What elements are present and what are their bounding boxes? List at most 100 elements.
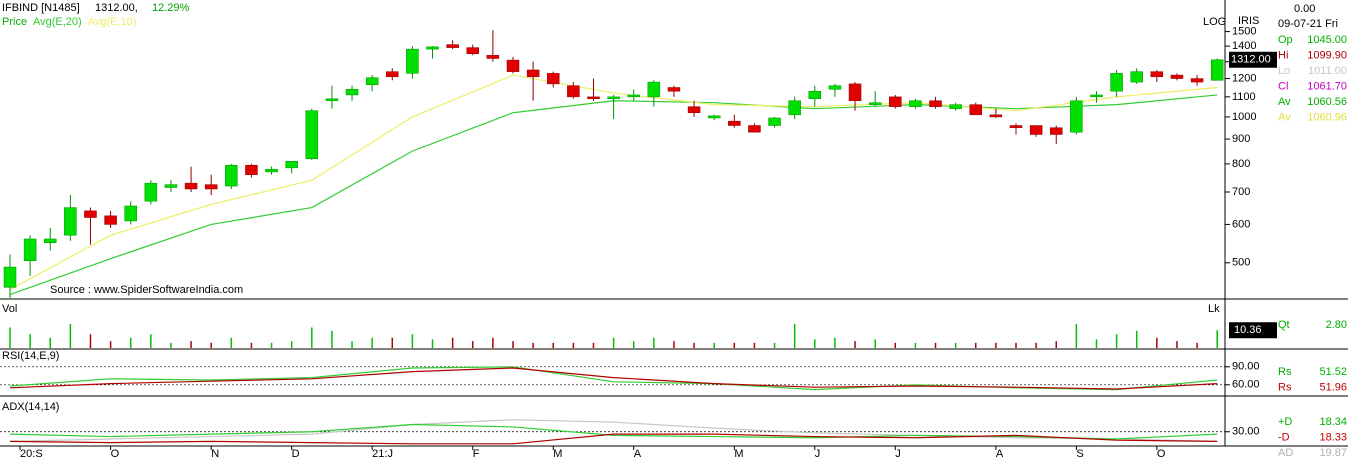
readout-label: +D	[1278, 416, 1292, 428]
last-price: 1312.00,	[95, 2, 138, 14]
y-tick-label: 1100	[1232, 91, 1256, 103]
readout-label: Rs	[1278, 381, 1292, 393]
candle-body	[707, 115, 721, 119]
candle-body	[225, 164, 238, 187]
candle-body	[265, 168, 278, 173]
candle-body	[889, 96, 902, 107]
candle-body	[466, 47, 480, 55]
candle-body	[446, 44, 459, 48]
legend-price: Price	[2, 16, 27, 28]
candle-body	[828, 85, 842, 90]
candle-body	[607, 96, 620, 100]
y-tick-label: 1000	[1232, 111, 1256, 123]
readout-value: 1045.00	[1307, 34, 1347, 46]
candle-body	[1130, 71, 1143, 83]
readout-value: 51.96	[1319, 381, 1347, 393]
value-box	[1229, 322, 1277, 339]
candle-body	[647, 81, 661, 98]
x-tick-label: J	[895, 448, 901, 460]
candle-body	[164, 184, 178, 188]
change: 12.29%	[152, 2, 190, 14]
candle-body	[3, 266, 17, 288]
x-tick-label: O	[1157, 448, 1166, 460]
candle-body	[627, 94, 640, 98]
readout-label: Qt	[1278, 319, 1290, 331]
x-tick-label: 20:S	[20, 448, 43, 460]
y-tick-label: 90.00	[1232, 361, 1260, 373]
candle-body	[969, 104, 983, 116]
symbol: IFBIND [N1485]	[2, 2, 80, 14]
corner-label: IRIS	[1238, 15, 1259, 27]
readout-value: 18.33	[1319, 431, 1347, 443]
candle-body	[526, 69, 540, 78]
candle-body	[808, 90, 822, 100]
readout-value: 19.87	[1319, 447, 1347, 459]
y-tick-label: 30.00	[1232, 426, 1260, 438]
y-tick-label: 1400	[1232, 40, 1256, 52]
candle-body	[587, 96, 600, 100]
readout-value: 1060.96	[1307, 111, 1347, 123]
x-tick-label: J	[815, 448, 821, 460]
y-tick-label: 600	[1232, 218, 1250, 230]
candle-body	[245, 164, 258, 175]
candle-body	[1150, 71, 1164, 78]
y-tick-label: 800	[1232, 158, 1250, 170]
x-tick-label: D	[292, 448, 300, 460]
y-tick-label: 1500	[1232, 25, 1256, 37]
candle-body	[868, 102, 882, 105]
price-box	[1229, 51, 1277, 68]
x-tick-label: M	[734, 448, 743, 460]
candle-body	[909, 100, 922, 107]
legend-entry: Avg(E,10)	[88, 16, 137, 28]
value-box-label: 10.36	[1234, 324, 1262, 336]
readout-value: 51.52	[1319, 366, 1347, 378]
candle-body	[567, 85, 580, 98]
readout-label: Op	[1278, 34, 1293, 46]
candle-body	[1190, 78, 1204, 83]
candle-body	[748, 125, 761, 133]
candle-body	[728, 120, 741, 126]
candle-body	[1009, 125, 1023, 128]
indicator-line	[9, 367, 1218, 390]
source: Source : www.SpiderSoftwareIndia.com	[50, 284, 243, 296]
candle-body	[184, 182, 198, 190]
candle-body	[486, 55, 500, 59]
readout-label: Cl	[1278, 80, 1288, 92]
candle-body	[64, 207, 77, 236]
candle-body	[1070, 100, 1083, 133]
x-tick-label: A	[634, 448, 642, 460]
candle-body	[345, 89, 359, 96]
x-tick-label: A	[996, 448, 1004, 460]
y-tick-label: 1200	[1232, 72, 1256, 84]
candle-body	[929, 100, 942, 107]
readout-label: -D	[1278, 431, 1290, 443]
candle-body	[325, 98, 339, 101]
moving-average	[9, 74, 1218, 291]
y-tick-label: 700	[1232, 186, 1250, 198]
legend-entry: Avg(E,20)	[33, 16, 82, 28]
y-tick-label: 500	[1232, 257, 1250, 269]
candle-body	[667, 87, 681, 92]
candle-body	[426, 46, 439, 50]
readout-value: 1061.70	[1307, 80, 1347, 92]
candle-body	[23, 238, 37, 261]
candle-body	[1049, 127, 1063, 135]
candle-body	[848, 83, 862, 101]
candle-body	[204, 184, 218, 190]
indicator-line	[9, 433, 1218, 445]
candle-body	[1210, 59, 1224, 81]
candle-body	[386, 71, 399, 78]
top-value: 0.00	[1294, 3, 1315, 15]
candle-body	[1090, 94, 1103, 98]
candle-body	[1170, 74, 1184, 79]
y-tick-label: 900	[1232, 133, 1250, 145]
x-tick-label: M	[553, 448, 562, 460]
x-tick-label: 21:J	[372, 448, 393, 460]
candle-body	[788, 100, 801, 116]
date: 09-07-21 Fri	[1278, 18, 1338, 30]
x-tick-label: F	[473, 448, 480, 460]
candle-body	[43, 238, 57, 243]
readout-value: 18.34	[1319, 416, 1347, 428]
candle-body	[406, 48, 419, 74]
indicator-line	[9, 419, 1218, 442]
